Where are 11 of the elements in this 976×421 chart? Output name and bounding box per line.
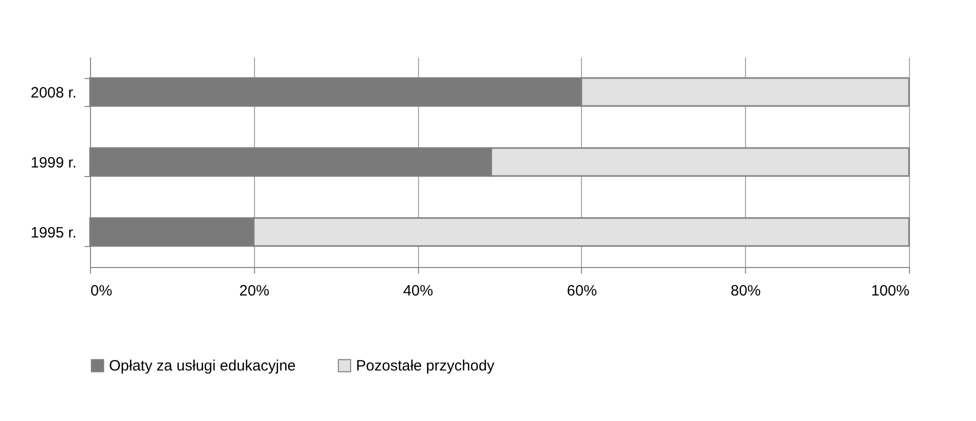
legend-label: Pozostałe przychody <box>356 358 495 375</box>
legend-label: Opłaty za usługi edukacyjne <box>109 358 296 375</box>
x-tick-label: 80% <box>730 282 761 300</box>
x-tick-label: 0% <box>90 282 112 300</box>
x-tick-label: 100% <box>871 282 910 300</box>
x-tick-label: 20% <box>239 282 270 300</box>
y-tick-label: 2008 r. <box>30 84 76 102</box>
x-tick-label: 60% <box>566 282 597 300</box>
y-tick-label: 1999 r. <box>30 154 76 172</box>
x-tick-label: 40% <box>403 282 434 300</box>
y-tick-label: 1995 r. <box>30 224 76 242</box>
